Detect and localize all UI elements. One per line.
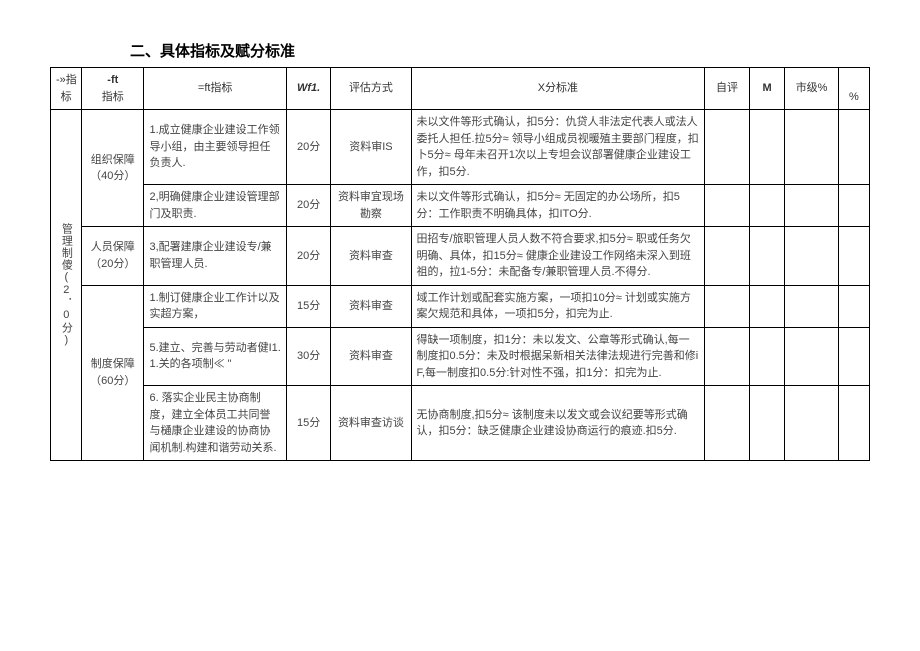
table-row: 管理制傻(2．0分)组织保障（40分）1.成立健康企业建设工作领导小组，由主要领… bbox=[51, 110, 870, 185]
method-cell: 资料审查 bbox=[331, 227, 411, 286]
empty-cell bbox=[785, 327, 838, 386]
level2-cell: 组织保障（40分） bbox=[82, 110, 144, 227]
hdr-method: 评估方式 bbox=[331, 68, 411, 110]
hdr-criteria: X分标准 bbox=[411, 68, 705, 110]
hdr-level2: -ft 指标 bbox=[82, 68, 144, 110]
empty-cell bbox=[705, 185, 750, 227]
empty-cell bbox=[705, 386, 750, 461]
empty-cell bbox=[785, 386, 838, 461]
standard-cell: 田招专/旅职管理人员人数不符合要求,扣5分≈ 职或任务欠明确、具体，扣15分≈ … bbox=[411, 227, 705, 286]
level1-cell: 管理制傻(2．0分) bbox=[51, 110, 82, 461]
standard-cell: 未以文件等形式确认，扣5分≈ 无固定的办公场所，扣5分：工作职责不明确具体，扣I… bbox=[411, 185, 705, 227]
method-cell: 资料审查访谈 bbox=[331, 386, 411, 461]
hdr-level1: -»指标 bbox=[51, 68, 82, 110]
empty-cell bbox=[749, 227, 785, 286]
method-cell: 资料审宜现场勘察 bbox=[331, 185, 411, 227]
criteria-name: 5.建立、完善与劳动者健I1.1.关的各项制≪ " bbox=[144, 327, 286, 386]
standard-cell: 域工作计划或配套实施方案，一项扣10分≈ 计划或实施方案欠规范和具体，一项扣5分… bbox=[411, 285, 705, 327]
empty-cell bbox=[705, 285, 750, 327]
score-cell: 20分 bbox=[286, 185, 331, 227]
hdr-city: 市级% bbox=[785, 68, 838, 110]
empty-cell bbox=[749, 327, 785, 386]
criteria-name: 1.制订健康企业工作计以及实超方案， bbox=[144, 285, 286, 327]
empty-cell bbox=[785, 227, 838, 286]
table-row: 人员保障（20分）3,配署建康企业建设专/兼职管理人员.20分资料审查田招专/旅… bbox=[51, 227, 870, 286]
empty-cell bbox=[838, 185, 869, 227]
empty-cell bbox=[749, 185, 785, 227]
hdr-weight: Wf1. bbox=[286, 68, 331, 110]
empty-cell bbox=[785, 285, 838, 327]
empty-cell bbox=[749, 110, 785, 185]
method-cell: 资料审查 bbox=[331, 327, 411, 386]
empty-cell bbox=[838, 227, 869, 286]
score-cell: 20分 bbox=[286, 227, 331, 286]
hdr-m: M bbox=[749, 68, 785, 110]
scoring-table: -»指标 -ft 指标 =ft指标 Wf1. 评估方式 X分标准 自评 M 市级… bbox=[50, 67, 870, 461]
score-cell: 15分 bbox=[286, 386, 331, 461]
empty-cell bbox=[785, 110, 838, 185]
empty-cell bbox=[838, 386, 869, 461]
score-cell: 20分 bbox=[286, 110, 331, 185]
empty-cell bbox=[705, 110, 750, 185]
hdr-pct: % bbox=[838, 68, 869, 110]
empty-cell bbox=[838, 327, 869, 386]
empty-cell bbox=[705, 327, 750, 386]
level2-cell: 人员保障（20分） bbox=[82, 227, 144, 286]
empty-cell bbox=[749, 285, 785, 327]
criteria-name: 2,明确健康企业建设管理部门及职责. bbox=[144, 185, 286, 227]
table-row: 6. 落实企业民主协商制度，建立全体员工共同誉与樋康企业建设的协商协闻机制.构建… bbox=[51, 386, 870, 461]
method-cell: 资料审查 bbox=[331, 285, 411, 327]
table-row: 5.建立、完善与劳动者健I1.1.关的各项制≪ "30分资料审查得缺一项制度，扣… bbox=[51, 327, 870, 386]
hdr-level3: =ft指标 bbox=[144, 68, 286, 110]
empty-cell bbox=[838, 110, 869, 185]
score-cell: 30分 bbox=[286, 327, 331, 386]
section-title: 二、具体指标及赋分标准 bbox=[130, 40, 870, 61]
criteria-name: 3,配署建康企业建设专/兼职管理人员. bbox=[144, 227, 286, 286]
hdr-self: 自评 bbox=[705, 68, 750, 110]
empty-cell bbox=[705, 227, 750, 286]
level2-cell: 制度保障（60分） bbox=[82, 285, 144, 461]
standard-cell: 得缺一项制度，扣1分：未以发文、公章等形式确认,每一制度扣0.5分：未及时根据呆… bbox=[411, 327, 705, 386]
table-row: 制度保障（60分）1.制订健康企业工作计以及实超方案，15分资料审查域工作计划或… bbox=[51, 285, 870, 327]
criteria-name: 1.成立健康企业建设工作领导小组，由主要领导担任负责人. bbox=[144, 110, 286, 185]
header-row: -»指标 -ft 指标 =ft指标 Wf1. 评估方式 X分标准 自评 M 市级… bbox=[51, 68, 870, 110]
empty-cell bbox=[838, 285, 869, 327]
score-cell: 15分 bbox=[286, 285, 331, 327]
criteria-name: 6. 落实企业民主协商制度，建立全体员工共同誉与樋康企业建设的协商协闻机制.构建… bbox=[144, 386, 286, 461]
standard-cell: 未以文件等形式确认，扣5分：仇贷人非法定代表人或法人委托人担任.拉5分≈ 领导小… bbox=[411, 110, 705, 185]
empty-cell bbox=[785, 185, 838, 227]
standard-cell: 无协商制度,扣5分≈ 该制度未以发文或会议纪要等形式确认，扣5分：缺乏健康企业建… bbox=[411, 386, 705, 461]
table-row: 2,明确健康企业建设管理部门及职责.20分资料审宜现场勘察未以文件等形式确认，扣… bbox=[51, 185, 870, 227]
method-cell: 资料审IS bbox=[331, 110, 411, 185]
empty-cell bbox=[749, 386, 785, 461]
